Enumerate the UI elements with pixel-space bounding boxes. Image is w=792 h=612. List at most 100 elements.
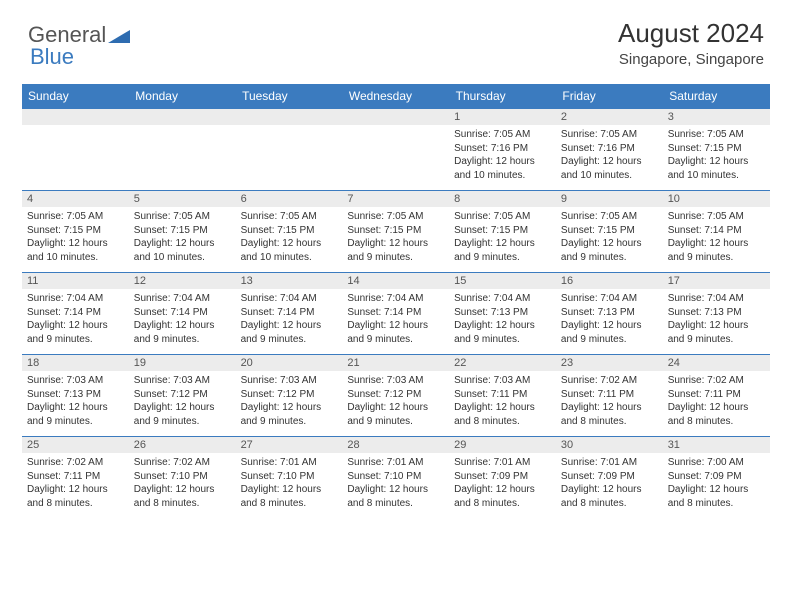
calendar-day-cell: 14Sunrise: 7:04 AMSunset: 7:14 PMDayligh… (342, 273, 449, 355)
day-details: Sunrise: 7:05 AMSunset: 7:15 PMDaylight:… (129, 207, 236, 268)
day-number: 30 (556, 437, 663, 453)
calendar-day-cell: 6Sunrise: 7:05 AMSunset: 7:15 PMDaylight… (236, 191, 343, 273)
day-number: 10 (663, 191, 770, 207)
calendar-week-row: 1Sunrise: 7:05 AMSunset: 7:16 PMDaylight… (22, 109, 770, 191)
calendar-day-cell: 20Sunrise: 7:03 AMSunset: 7:12 PMDayligh… (236, 355, 343, 437)
calendar-day-cell: 8Sunrise: 7:05 AMSunset: 7:15 PMDaylight… (449, 191, 556, 273)
day-number: 5 (129, 191, 236, 207)
day-details: Sunrise: 7:01 AMSunset: 7:10 PMDaylight:… (236, 453, 343, 514)
day-number: 26 (129, 437, 236, 453)
day-number: 20 (236, 355, 343, 371)
day-details: Sunrise: 7:00 AMSunset: 7:09 PMDaylight:… (663, 453, 770, 514)
day-details: Sunrise: 7:04 AMSunset: 7:13 PMDaylight:… (556, 289, 663, 350)
calendar-day-cell: 12Sunrise: 7:04 AMSunset: 7:14 PMDayligh… (129, 273, 236, 355)
calendar-day-cell (129, 109, 236, 191)
calendar-day-cell: 11Sunrise: 7:04 AMSunset: 7:14 PMDayligh… (22, 273, 129, 355)
calendar-day-cell: 7Sunrise: 7:05 AMSunset: 7:15 PMDaylight… (342, 191, 449, 273)
weekday-header: Monday (129, 84, 236, 109)
weekday-header: Thursday (449, 84, 556, 109)
day-number: 19 (129, 355, 236, 371)
calendar-day-cell: 22Sunrise: 7:03 AMSunset: 7:11 PMDayligh… (449, 355, 556, 437)
location-label: Singapore, Singapore (618, 51, 764, 68)
day-number: 24 (663, 355, 770, 371)
day-details: Sunrise: 7:02 AMSunset: 7:11 PMDaylight:… (556, 371, 663, 432)
calendar-day-cell: 5Sunrise: 7:05 AMSunset: 7:15 PMDaylight… (129, 191, 236, 273)
weekday-header: Tuesday (236, 84, 343, 109)
calendar-day-cell: 24Sunrise: 7:02 AMSunset: 7:11 PMDayligh… (663, 355, 770, 437)
day-number: 31 (663, 437, 770, 453)
day-number: 29 (449, 437, 556, 453)
month-title: August 2024 (618, 18, 764, 49)
header: General August 2024 Singapore, Singapore (0, 0, 792, 74)
calendar-day-cell: 4Sunrise: 7:05 AMSunset: 7:15 PMDaylight… (22, 191, 129, 273)
day-number: 23 (556, 355, 663, 371)
day-details: Sunrise: 7:04 AMSunset: 7:14 PMDaylight:… (236, 289, 343, 350)
calendar-day-cell: 13Sunrise: 7:04 AMSunset: 7:14 PMDayligh… (236, 273, 343, 355)
day-details: Sunrise: 7:05 AMSunset: 7:15 PMDaylight:… (663, 125, 770, 186)
calendar-day-cell: 10Sunrise: 7:05 AMSunset: 7:14 PMDayligh… (663, 191, 770, 273)
calendar-day-cell: 16Sunrise: 7:04 AMSunset: 7:13 PMDayligh… (556, 273, 663, 355)
weekday-header: Saturday (663, 84, 770, 109)
day-number: 16 (556, 273, 663, 289)
day-number: 1 (449, 109, 556, 125)
calendar-day-cell: 3Sunrise: 7:05 AMSunset: 7:15 PMDaylight… (663, 109, 770, 191)
day-details: Sunrise: 7:05 AMSunset: 7:16 PMDaylight:… (556, 125, 663, 186)
calendar-day-cell: 31Sunrise: 7:00 AMSunset: 7:09 PMDayligh… (663, 437, 770, 519)
day-number: 28 (342, 437, 449, 453)
day-details: Sunrise: 7:04 AMSunset: 7:13 PMDaylight:… (663, 289, 770, 350)
calendar-week-row: 4Sunrise: 7:05 AMSunset: 7:15 PMDaylight… (22, 191, 770, 273)
day-number: 15 (449, 273, 556, 289)
day-details: Sunrise: 7:05 AMSunset: 7:15 PMDaylight:… (556, 207, 663, 268)
day-number: 14 (342, 273, 449, 289)
calendar-day-cell: 2Sunrise: 7:05 AMSunset: 7:16 PMDaylight… (556, 109, 663, 191)
calendar-day-cell: 21Sunrise: 7:03 AMSunset: 7:12 PMDayligh… (342, 355, 449, 437)
day-number-empty (236, 109, 343, 125)
day-details: Sunrise: 7:01 AMSunset: 7:09 PMDaylight:… (449, 453, 556, 514)
day-details: Sunrise: 7:05 AMSunset: 7:15 PMDaylight:… (449, 207, 556, 268)
day-number-empty (342, 109, 449, 125)
weekday-header: Wednesday (342, 84, 449, 109)
calendar-day-cell: 17Sunrise: 7:04 AMSunset: 7:13 PMDayligh… (663, 273, 770, 355)
day-details: Sunrise: 7:05 AMSunset: 7:15 PMDaylight:… (22, 207, 129, 268)
day-number-empty (22, 109, 129, 125)
day-details: Sunrise: 7:01 AMSunset: 7:10 PMDaylight:… (342, 453, 449, 514)
day-details: Sunrise: 7:03 AMSunset: 7:13 PMDaylight:… (22, 371, 129, 432)
calendar-day-cell: 19Sunrise: 7:03 AMSunset: 7:12 PMDayligh… (129, 355, 236, 437)
day-number: 18 (22, 355, 129, 371)
day-number: 12 (129, 273, 236, 289)
day-number: 8 (449, 191, 556, 207)
calendar-week-row: 18Sunrise: 7:03 AMSunset: 7:13 PMDayligh… (22, 355, 770, 437)
day-details: Sunrise: 7:05 AMSunset: 7:15 PMDaylight:… (342, 207, 449, 268)
weekday-header-row: SundayMondayTuesdayWednesdayThursdayFrid… (22, 84, 770, 109)
title-block: August 2024 Singapore, Singapore (618, 18, 764, 68)
calendar-day-cell (342, 109, 449, 191)
day-number: 7 (342, 191, 449, 207)
calendar-week-row: 25Sunrise: 7:02 AMSunset: 7:11 PMDayligh… (22, 437, 770, 519)
calendar-day-cell (22, 109, 129, 191)
weekday-header: Sunday (22, 84, 129, 109)
day-details: Sunrise: 7:04 AMSunset: 7:14 PMDaylight:… (22, 289, 129, 350)
day-details: Sunrise: 7:05 AMSunset: 7:16 PMDaylight:… (449, 125, 556, 186)
calendar-day-cell: 15Sunrise: 7:04 AMSunset: 7:13 PMDayligh… (449, 273, 556, 355)
day-details: Sunrise: 7:03 AMSunset: 7:12 PMDaylight:… (129, 371, 236, 432)
day-number: 3 (663, 109, 770, 125)
logo-triangle-icon (108, 27, 130, 43)
day-number: 25 (22, 437, 129, 453)
day-number: 17 (663, 273, 770, 289)
day-number: 13 (236, 273, 343, 289)
day-details: Sunrise: 7:03 AMSunset: 7:12 PMDaylight:… (236, 371, 343, 432)
weekday-header: Friday (556, 84, 663, 109)
day-details: Sunrise: 7:05 AMSunset: 7:15 PMDaylight:… (236, 207, 343, 268)
day-number: 4 (22, 191, 129, 207)
day-number: 11 (22, 273, 129, 289)
day-number-empty (129, 109, 236, 125)
calendar-day-cell: 27Sunrise: 7:01 AMSunset: 7:10 PMDayligh… (236, 437, 343, 519)
day-details: Sunrise: 7:02 AMSunset: 7:11 PMDaylight:… (663, 371, 770, 432)
day-details: Sunrise: 7:04 AMSunset: 7:14 PMDaylight:… (342, 289, 449, 350)
calendar-day-cell: 18Sunrise: 7:03 AMSunset: 7:13 PMDayligh… (22, 355, 129, 437)
calendar-day-cell: 23Sunrise: 7:02 AMSunset: 7:11 PMDayligh… (556, 355, 663, 437)
calendar-day-cell: 30Sunrise: 7:01 AMSunset: 7:09 PMDayligh… (556, 437, 663, 519)
day-details: Sunrise: 7:05 AMSunset: 7:14 PMDaylight:… (663, 207, 770, 268)
day-details: Sunrise: 7:02 AMSunset: 7:11 PMDaylight:… (22, 453, 129, 514)
day-details: Sunrise: 7:01 AMSunset: 7:09 PMDaylight:… (556, 453, 663, 514)
